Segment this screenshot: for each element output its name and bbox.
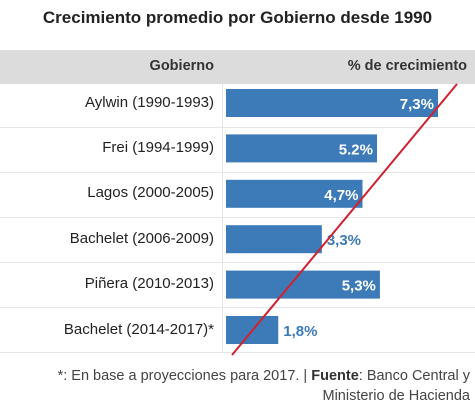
data-label: 5,3%: [342, 278, 376, 295]
source-text: : Banco Central y: [358, 368, 470, 384]
annotation-line: [231, 83, 458, 356]
data-label: 5.2%: [339, 141, 373, 158]
data-label: 4,7%: [324, 187, 358, 204]
data-label: 7,3%: [400, 96, 434, 113]
row-separator: [0, 217, 475, 218]
bar: [226, 89, 438, 117]
category-label: Lagos (2000-2005): [87, 184, 214, 201]
category-label: Aylwin (1990-1993): [85, 94, 214, 111]
bar: [226, 134, 378, 163]
table-header: Gobierno % de crecimiento: [0, 50, 475, 84]
footnote-prefix: *: En base a proyecciones para 2017. |: [57, 368, 312, 384]
column-divider: [222, 84, 223, 352]
category-label: Bachelet (2006-2009): [69, 230, 214, 247]
source-text-2: Ministerio de Hacienda: [322, 388, 471, 404]
category-label: Bachelet (2014-2017)*: [63, 321, 214, 338]
bar: [226, 179, 363, 208]
category-label: Frei (1994-1999): [102, 139, 214, 156]
header-crecimiento: % de crecimiento: [347, 58, 467, 74]
data-label: 1,8%: [283, 323, 317, 340]
row-separator: [0, 262, 475, 263]
bar: [226, 270, 380, 299]
source-label: Fuente: [311, 368, 359, 384]
chart-title: Crecimiento promedio por Gobierno desde …: [42, 8, 433, 27]
header-gobierno: Gobierno: [149, 58, 214, 74]
footnote: *: En base a proyecciones para 2017. | F…: [0, 366, 470, 406]
bar: [226, 225, 322, 254]
category-label: Piñera (2010-2013): [84, 275, 214, 292]
row-separator: [0, 172, 475, 173]
row-separator: [0, 307, 475, 308]
row-separator: [0, 127, 475, 128]
row-separator: [0, 352, 475, 353]
data-label: 3,3%: [327, 232, 361, 249]
